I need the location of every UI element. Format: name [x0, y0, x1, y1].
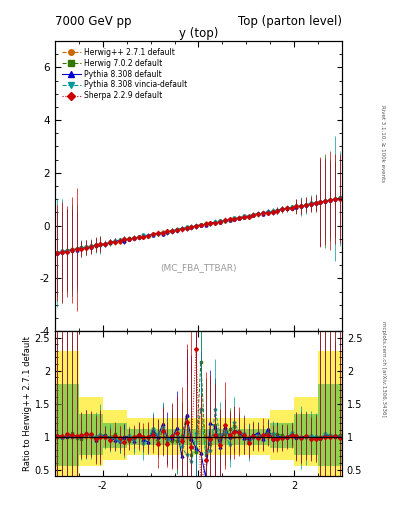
Text: 7000 GeV pp: 7000 GeV pp: [55, 15, 132, 28]
Text: mcplots.cern.ch [arXiv:1306.3436]: mcplots.cern.ch [arXiv:1306.3436]: [381, 321, 386, 416]
Title: y (top): y (top): [179, 27, 218, 40]
Y-axis label: Ratio to Herwig++ 2.7.1 default: Ratio to Herwig++ 2.7.1 default: [23, 336, 32, 471]
Text: (MC_FBA_TTBAR): (MC_FBA_TTBAR): [160, 263, 237, 272]
Text: Rivet 3.1.10, ≥ 100k events: Rivet 3.1.10, ≥ 100k events: [381, 105, 386, 182]
Text: Top (parton level): Top (parton level): [238, 15, 342, 28]
Legend: Herwig++ 2.7.1 default, Herwig 7.0.2 default, Pythia 8.308 default, Pythia 8.308: Herwig++ 2.7.1 default, Herwig 7.0.2 def…: [62, 48, 187, 100]
